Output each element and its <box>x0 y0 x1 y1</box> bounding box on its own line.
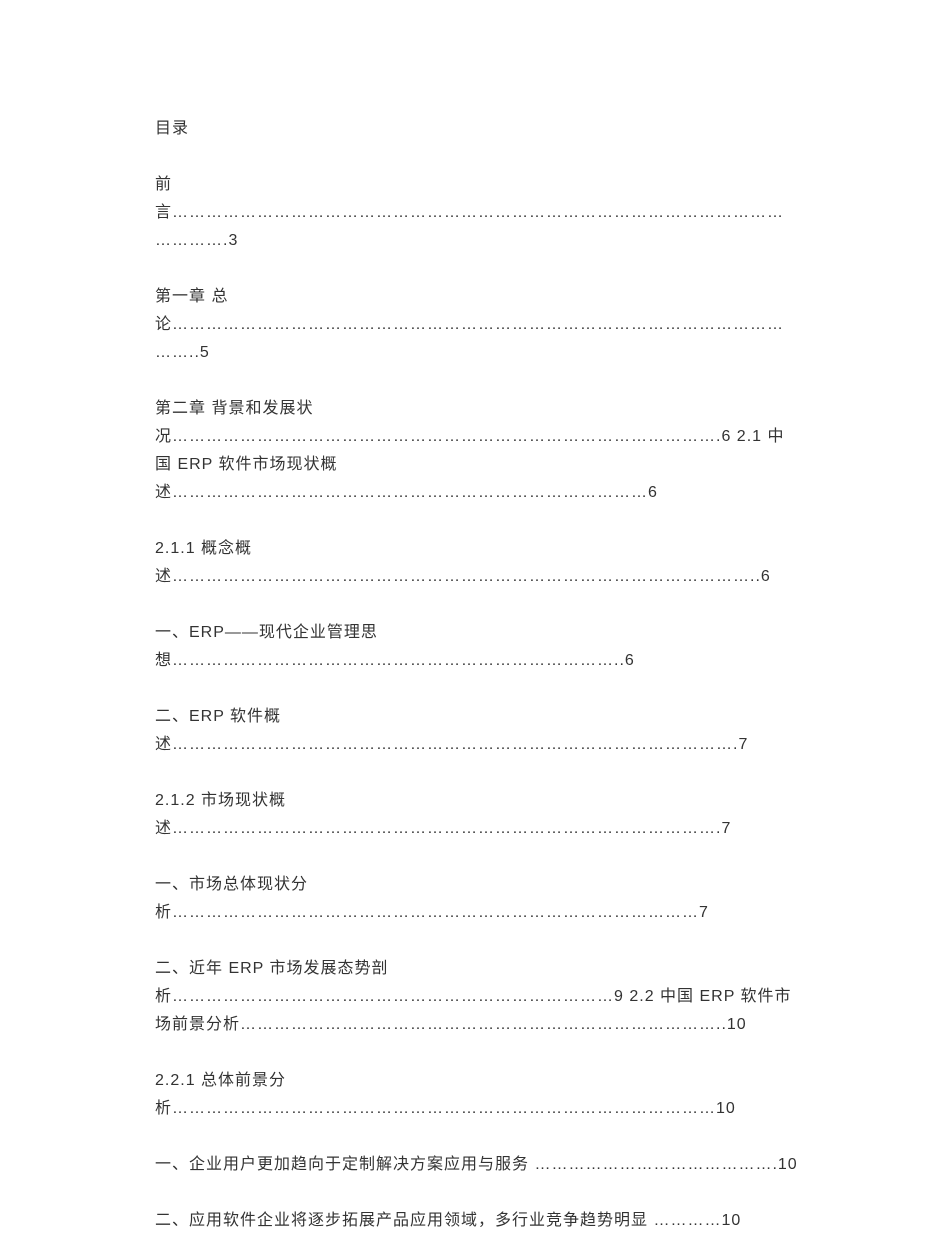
toc-entry-item5: 一、企业用户更加趋向于定制解决方案应用与服务 …………………………………….10 <box>155 1151 800 1179</box>
toc-entry-preface: 前言……………………………………………………………………………………………………… <box>155 171 800 255</box>
toc-title: 目录 <box>155 115 800 143</box>
toc-entry-section211: 2.1.1 概念概述………………………………………………………………………………… <box>155 535 800 591</box>
toc-entry-item6: 二、应用软件企业将逐步拓展产品应用领域，多行业竞争趋势明显 …………10 <box>155 1207 800 1235</box>
toc-entry-item2: 二、ERP 软件概述………………………………………………………………………………… <box>155 703 800 759</box>
toc-entry-section212: 2.1.2 市场现状概述…………………………………………………………………………… <box>155 787 800 843</box>
toc-entry-item1: 一、ERP——现代企业管理思想…………………………………………………………………… <box>155 619 800 675</box>
toc-entry-section221: 2.2.1 总体前景分析…………………………………………………………………………… <box>155 1067 800 1123</box>
toc-entry-item3: 一、市场总体现状分析………………………………………………………………………………… <box>155 871 800 927</box>
toc-entry-chapter2: 第二章 背景和发展状况……………………………………………………………………………… <box>155 395 800 507</box>
toc-entry-chapter1: 第一章 总论…………………………………………………………………………………………… <box>155 283 800 367</box>
toc-entry-item4: 二、近年 ERP 市场发展态势剖析……………………………………………………………… <box>155 955 800 1039</box>
